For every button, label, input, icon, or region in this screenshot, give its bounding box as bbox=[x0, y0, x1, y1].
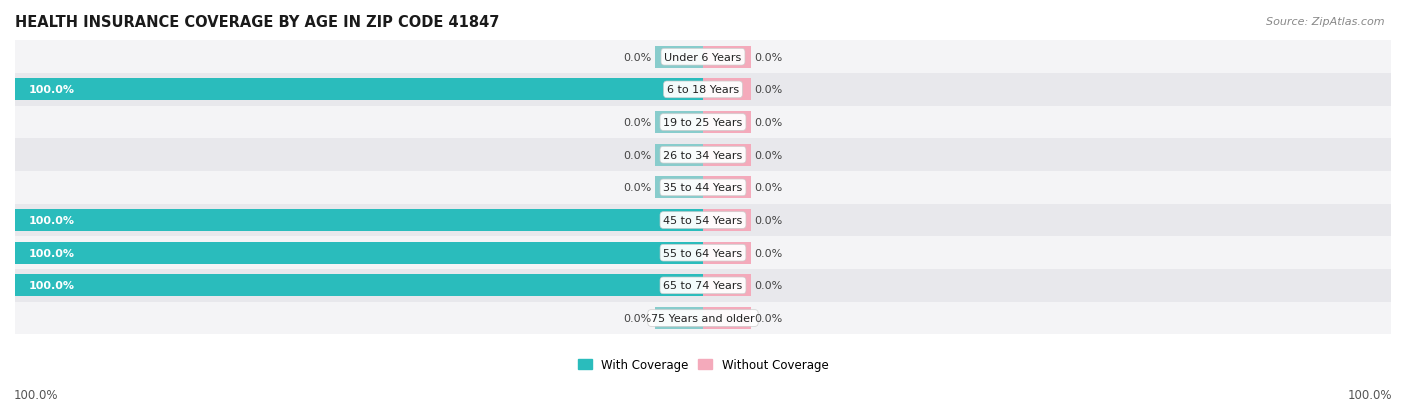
Text: 0.0%: 0.0% bbox=[755, 281, 783, 291]
Text: 19 to 25 Years: 19 to 25 Years bbox=[664, 118, 742, 128]
Bar bbox=[15, 275, 703, 297]
Bar bbox=[15, 139, 1391, 172]
Bar bbox=[15, 269, 1391, 302]
Text: Under 6 Years: Under 6 Years bbox=[665, 52, 741, 62]
Text: 65 to 74 Years: 65 to 74 Years bbox=[664, 281, 742, 291]
Bar bbox=[655, 144, 703, 166]
Text: 35 to 44 Years: 35 to 44 Years bbox=[664, 183, 742, 193]
Bar bbox=[703, 47, 751, 69]
Text: 0.0%: 0.0% bbox=[755, 183, 783, 193]
Bar bbox=[703, 144, 751, 166]
Bar bbox=[15, 107, 1391, 139]
Text: 0.0%: 0.0% bbox=[755, 85, 783, 95]
Text: 100.0%: 100.0% bbox=[28, 248, 75, 258]
Bar bbox=[15, 302, 1391, 335]
Bar bbox=[15, 41, 1391, 74]
Bar bbox=[703, 307, 751, 329]
Text: 0.0%: 0.0% bbox=[755, 118, 783, 128]
Text: 0.0%: 0.0% bbox=[623, 52, 651, 62]
Text: 100.0%: 100.0% bbox=[28, 85, 75, 95]
Text: 100.0%: 100.0% bbox=[1347, 388, 1392, 401]
Bar bbox=[15, 74, 1391, 107]
Bar bbox=[655, 112, 703, 134]
Bar bbox=[655, 307, 703, 329]
Text: 0.0%: 0.0% bbox=[755, 150, 783, 160]
Bar bbox=[703, 242, 751, 264]
Bar bbox=[703, 209, 751, 232]
Bar bbox=[15, 204, 1391, 237]
Text: 0.0%: 0.0% bbox=[623, 118, 651, 128]
Text: 45 to 54 Years: 45 to 54 Years bbox=[664, 216, 742, 225]
Text: 100.0%: 100.0% bbox=[28, 216, 75, 225]
Bar bbox=[15, 242, 703, 264]
Text: 0.0%: 0.0% bbox=[755, 313, 783, 323]
Text: 55 to 64 Years: 55 to 64 Years bbox=[664, 248, 742, 258]
Legend: With Coverage, Without Coverage: With Coverage, Without Coverage bbox=[578, 358, 828, 371]
Text: 26 to 34 Years: 26 to 34 Years bbox=[664, 150, 742, 160]
Bar bbox=[15, 172, 1391, 204]
Text: Source: ZipAtlas.com: Source: ZipAtlas.com bbox=[1267, 17, 1385, 26]
Text: 0.0%: 0.0% bbox=[623, 150, 651, 160]
Text: 6 to 18 Years: 6 to 18 Years bbox=[666, 85, 740, 95]
Text: 0.0%: 0.0% bbox=[623, 313, 651, 323]
Text: HEALTH INSURANCE COVERAGE BY AGE IN ZIP CODE 41847: HEALTH INSURANCE COVERAGE BY AGE IN ZIP … bbox=[15, 15, 499, 30]
Text: 0.0%: 0.0% bbox=[755, 248, 783, 258]
Bar bbox=[15, 209, 703, 232]
Bar bbox=[655, 47, 703, 69]
Bar bbox=[703, 177, 751, 199]
Bar bbox=[703, 112, 751, 134]
Text: 0.0%: 0.0% bbox=[623, 183, 651, 193]
Bar bbox=[703, 275, 751, 297]
Bar bbox=[655, 177, 703, 199]
Bar bbox=[15, 237, 1391, 269]
Bar bbox=[703, 79, 751, 101]
Text: 100.0%: 100.0% bbox=[14, 388, 59, 401]
Text: 0.0%: 0.0% bbox=[755, 216, 783, 225]
Bar bbox=[15, 79, 703, 101]
Text: 100.0%: 100.0% bbox=[28, 281, 75, 291]
Text: 75 Years and older: 75 Years and older bbox=[651, 313, 755, 323]
Text: 0.0%: 0.0% bbox=[755, 52, 783, 62]
